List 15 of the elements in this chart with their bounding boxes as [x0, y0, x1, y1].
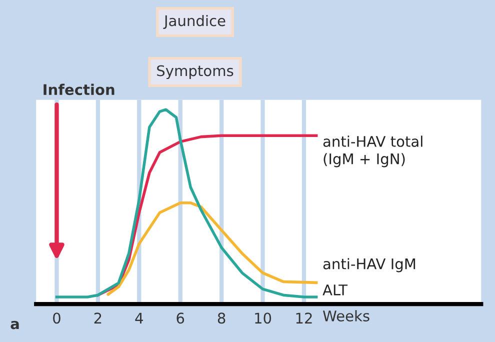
x-tick-label: 2 — [94, 312, 102, 324]
x-tick-label: 12 — [296, 312, 312, 324]
text: a — [10, 320, 19, 330]
series-label: anti-HAV total (IgM + IgN) — [323, 136, 422, 168]
text: Jaundice — [163, 14, 226, 29]
x-tick-label: 4 — [135, 312, 143, 324]
series-label: ALT — [322, 284, 348, 296]
series-label: anti-HAV IgM — [323, 258, 416, 272]
text: Infection — [44, 84, 114, 96]
text: Symptoms — [157, 65, 234, 80]
x-tick-label: 0 — [53, 312, 60, 324]
x-tick-label: 8 — [218, 312, 226, 324]
x-tick-label: 6 — [176, 312, 184, 324]
x-tick-label: 10 — [255, 312, 272, 324]
x-axis-title: Weeks — [322, 310, 370, 322]
